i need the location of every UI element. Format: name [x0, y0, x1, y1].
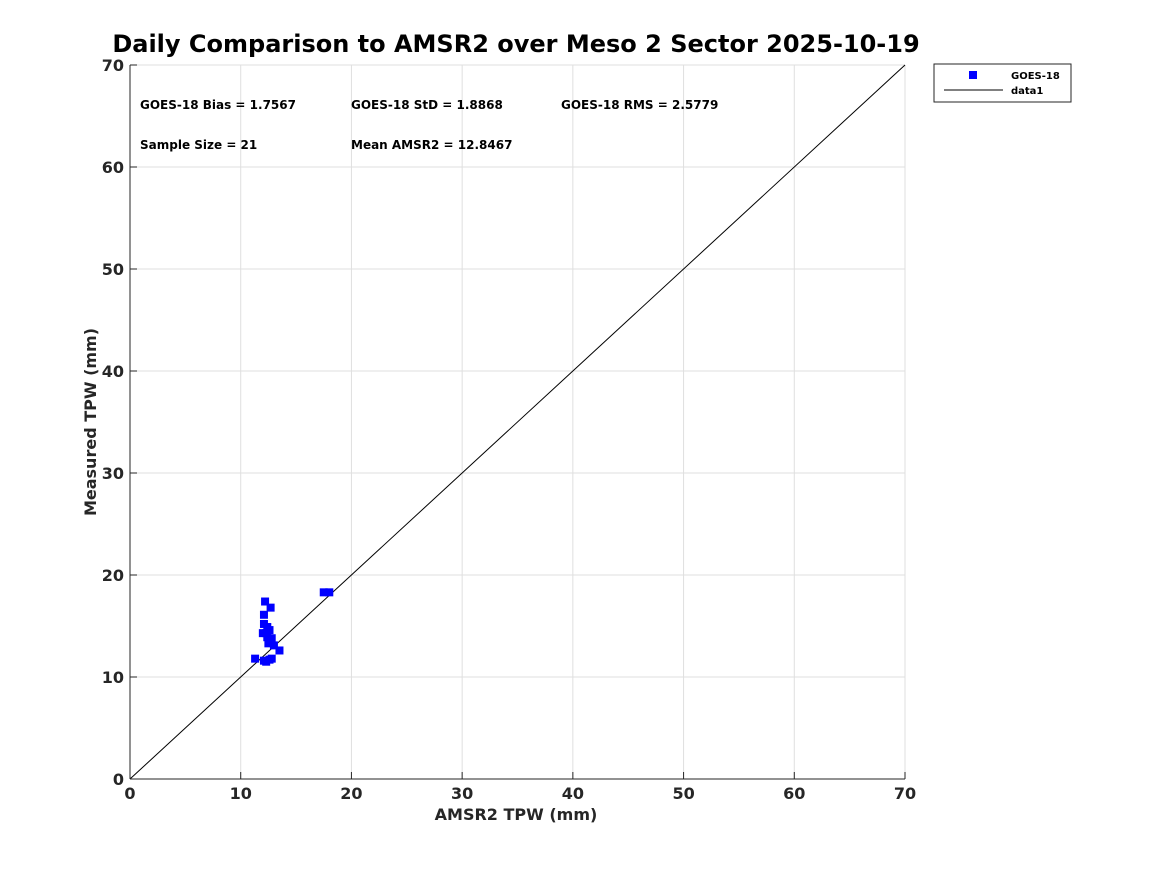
data-point — [251, 654, 260, 663]
stat-mean-amsr2: Mean AMSR2 = 12.8467 — [351, 138, 512, 152]
y-tick-label: 20 — [102, 566, 124, 585]
y-axis-ticks: 0 10 20 30 40 50 60 70 — [102, 56, 137, 789]
legend-marker-goes-18 — [969, 71, 977, 79]
stat-bias: GOES-18 Bias = 1.7567 — [140, 98, 296, 112]
data-point — [261, 597, 270, 606]
x-tick-label: 70 — [894, 784, 916, 803]
x-axis-label: AMSR2 TPW (mm) — [435, 805, 598, 824]
y-tick-label: 10 — [102, 668, 124, 687]
data-point — [267, 654, 276, 663]
x-tick-label: 50 — [672, 784, 694, 803]
data-point — [259, 610, 268, 619]
legend-label-goes-18: GOES-18 — [1011, 71, 1060, 82]
x-tick-label: 0 — [124, 784, 135, 803]
y-tick-label: 0 — [113, 770, 124, 789]
x-tick-label: 30 — [451, 784, 473, 803]
legend: GOES-18 data1 — [933, 63, 1072, 103]
data-point — [325, 588, 334, 597]
stat-sample-size: Sample Size = 21 — [140, 138, 257, 152]
data-point — [267, 634, 276, 643]
chart-title: Daily Comparison to AMSR2 over Meso 2 Se… — [112, 30, 919, 58]
legend-box — [933, 63, 1072, 103]
y-tick-label: 30 — [102, 464, 124, 483]
legend-label-data1: data1 — [1011, 86, 1043, 97]
x-tick-label: 10 — [230, 784, 252, 803]
x-tick-label: 40 — [562, 784, 584, 803]
y-tick-label: 50 — [102, 260, 124, 279]
stat-rms: GOES-18 RMS = 2.5779 — [561, 98, 718, 112]
data-point — [319, 588, 328, 597]
data-point — [259, 619, 268, 628]
goes-18-series — [251, 588, 334, 666]
y-tick-label: 60 — [102, 158, 124, 177]
x-axis-ticks: 0 10 20 30 40 50 60 70 — [124, 772, 916, 803]
data-point — [269, 641, 278, 650]
data-point — [266, 603, 275, 612]
x-tick-label: 20 — [340, 784, 362, 803]
y-tick-label: 70 — [102, 56, 124, 75]
data-point — [263, 633, 272, 642]
y-tick-label: 40 — [102, 362, 124, 381]
x-tick-label: 60 — [783, 784, 805, 803]
data-point — [275, 646, 284, 655]
y-axis-label: Measured TPW (mm) — [81, 328, 100, 516]
axes — [129, 65, 905, 780]
stat-std: GOES-18 StD = 1.8868 — [351, 98, 503, 112]
data-point — [264, 639, 273, 648]
series-line-data1 — [129, 64, 906, 780]
identity-line-series — [129, 64, 906, 780]
data-point — [258, 629, 267, 638]
